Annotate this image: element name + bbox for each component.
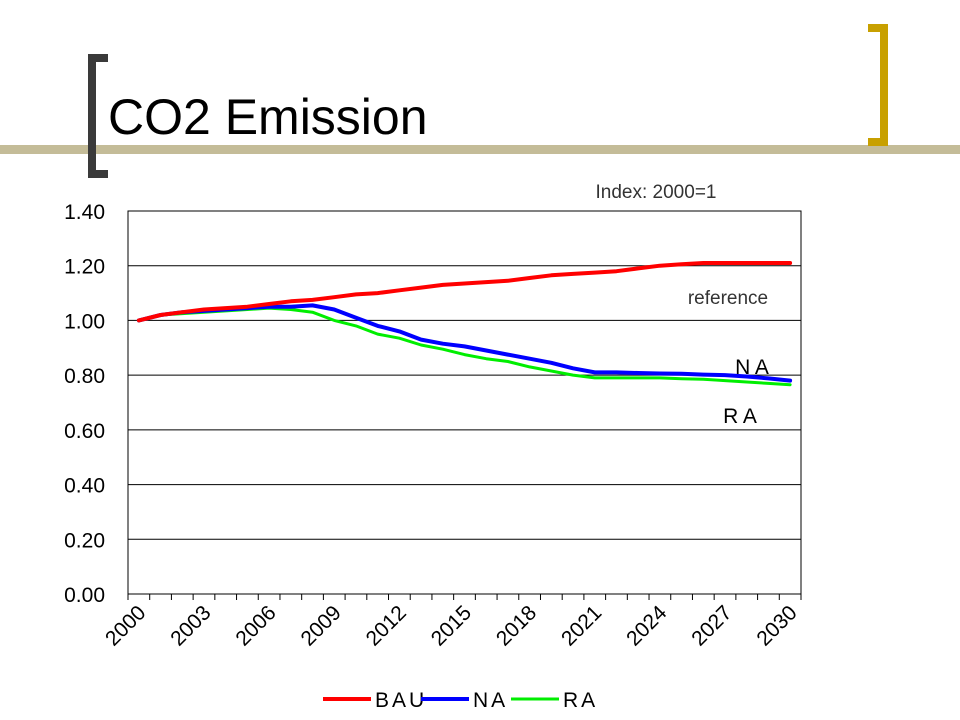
- x-tick-label: 2006: [231, 601, 280, 650]
- legend-label-na: NA: [473, 689, 508, 712]
- x-tick-label: 2024: [622, 601, 672, 651]
- co2-line-chart: Index: 2000=1 0.00 0.20 0.40 0.60 0.80 1.00 1.…: [64, 182, 802, 712]
- y-tick-label: 1.00: [64, 310, 105, 333]
- slide-title: CO2 Emission: [108, 89, 428, 145]
- x-tick-label: 2009: [296, 601, 345, 650]
- x-tick-label: 2021: [557, 601, 606, 650]
- x-tick-label: 2027: [687, 601, 736, 650]
- x-axis-ticks: 2000 2003 2006 2009 2012 2015 2018 2021 2024 2027…: [101, 594, 802, 651]
- y-tick-label: 0.20: [64, 529, 105, 552]
- y-tick-label: 1.40: [64, 201, 105, 224]
- annotation-na: N A: [735, 356, 769, 379]
- x-tick-label: 2012: [362, 601, 411, 650]
- plot-area: [127, 210, 802, 595]
- legend-label-bau: BAU: [375, 689, 427, 712]
- y-tick-label: 0.00: [64, 584, 105, 607]
- y-tick-label: 0.40: [64, 475, 105, 498]
- y-tick-label: 1.20: [64, 256, 105, 279]
- accent-bar: [0, 145, 960, 154]
- legend-label-ra: RA: [563, 689, 598, 712]
- x-tick-label: 2003: [166, 601, 215, 650]
- annotation-ra: R A: [723, 405, 757, 428]
- y-axis-tick-labels: 0.00 0.20 0.40 0.60 0.80 1.00 1.20 1.40: [64, 201, 105, 607]
- chart-series: [136, 261, 793, 387]
- y-tick-label: 0.60: [64, 420, 105, 443]
- right-bracket: [868, 24, 888, 146]
- chart-subtitle: Index: 2000=1: [596, 182, 717, 203]
- series-line-na: [136, 303, 793, 383]
- annotation-reference: reference: [688, 288, 768, 309]
- x-tick-label: 2030: [752, 601, 801, 650]
- x-tick-label: 2000: [101, 601, 150, 650]
- chart-legend: BAU NA RA: [323, 689, 598, 712]
- y-tick-label: 0.80: [64, 365, 105, 388]
- x-tick-label: 2018: [492, 601, 541, 650]
- left-bracket: [88, 54, 108, 178]
- series-line-bau: [136, 261, 793, 323]
- x-tick-label: 2015: [427, 601, 476, 650]
